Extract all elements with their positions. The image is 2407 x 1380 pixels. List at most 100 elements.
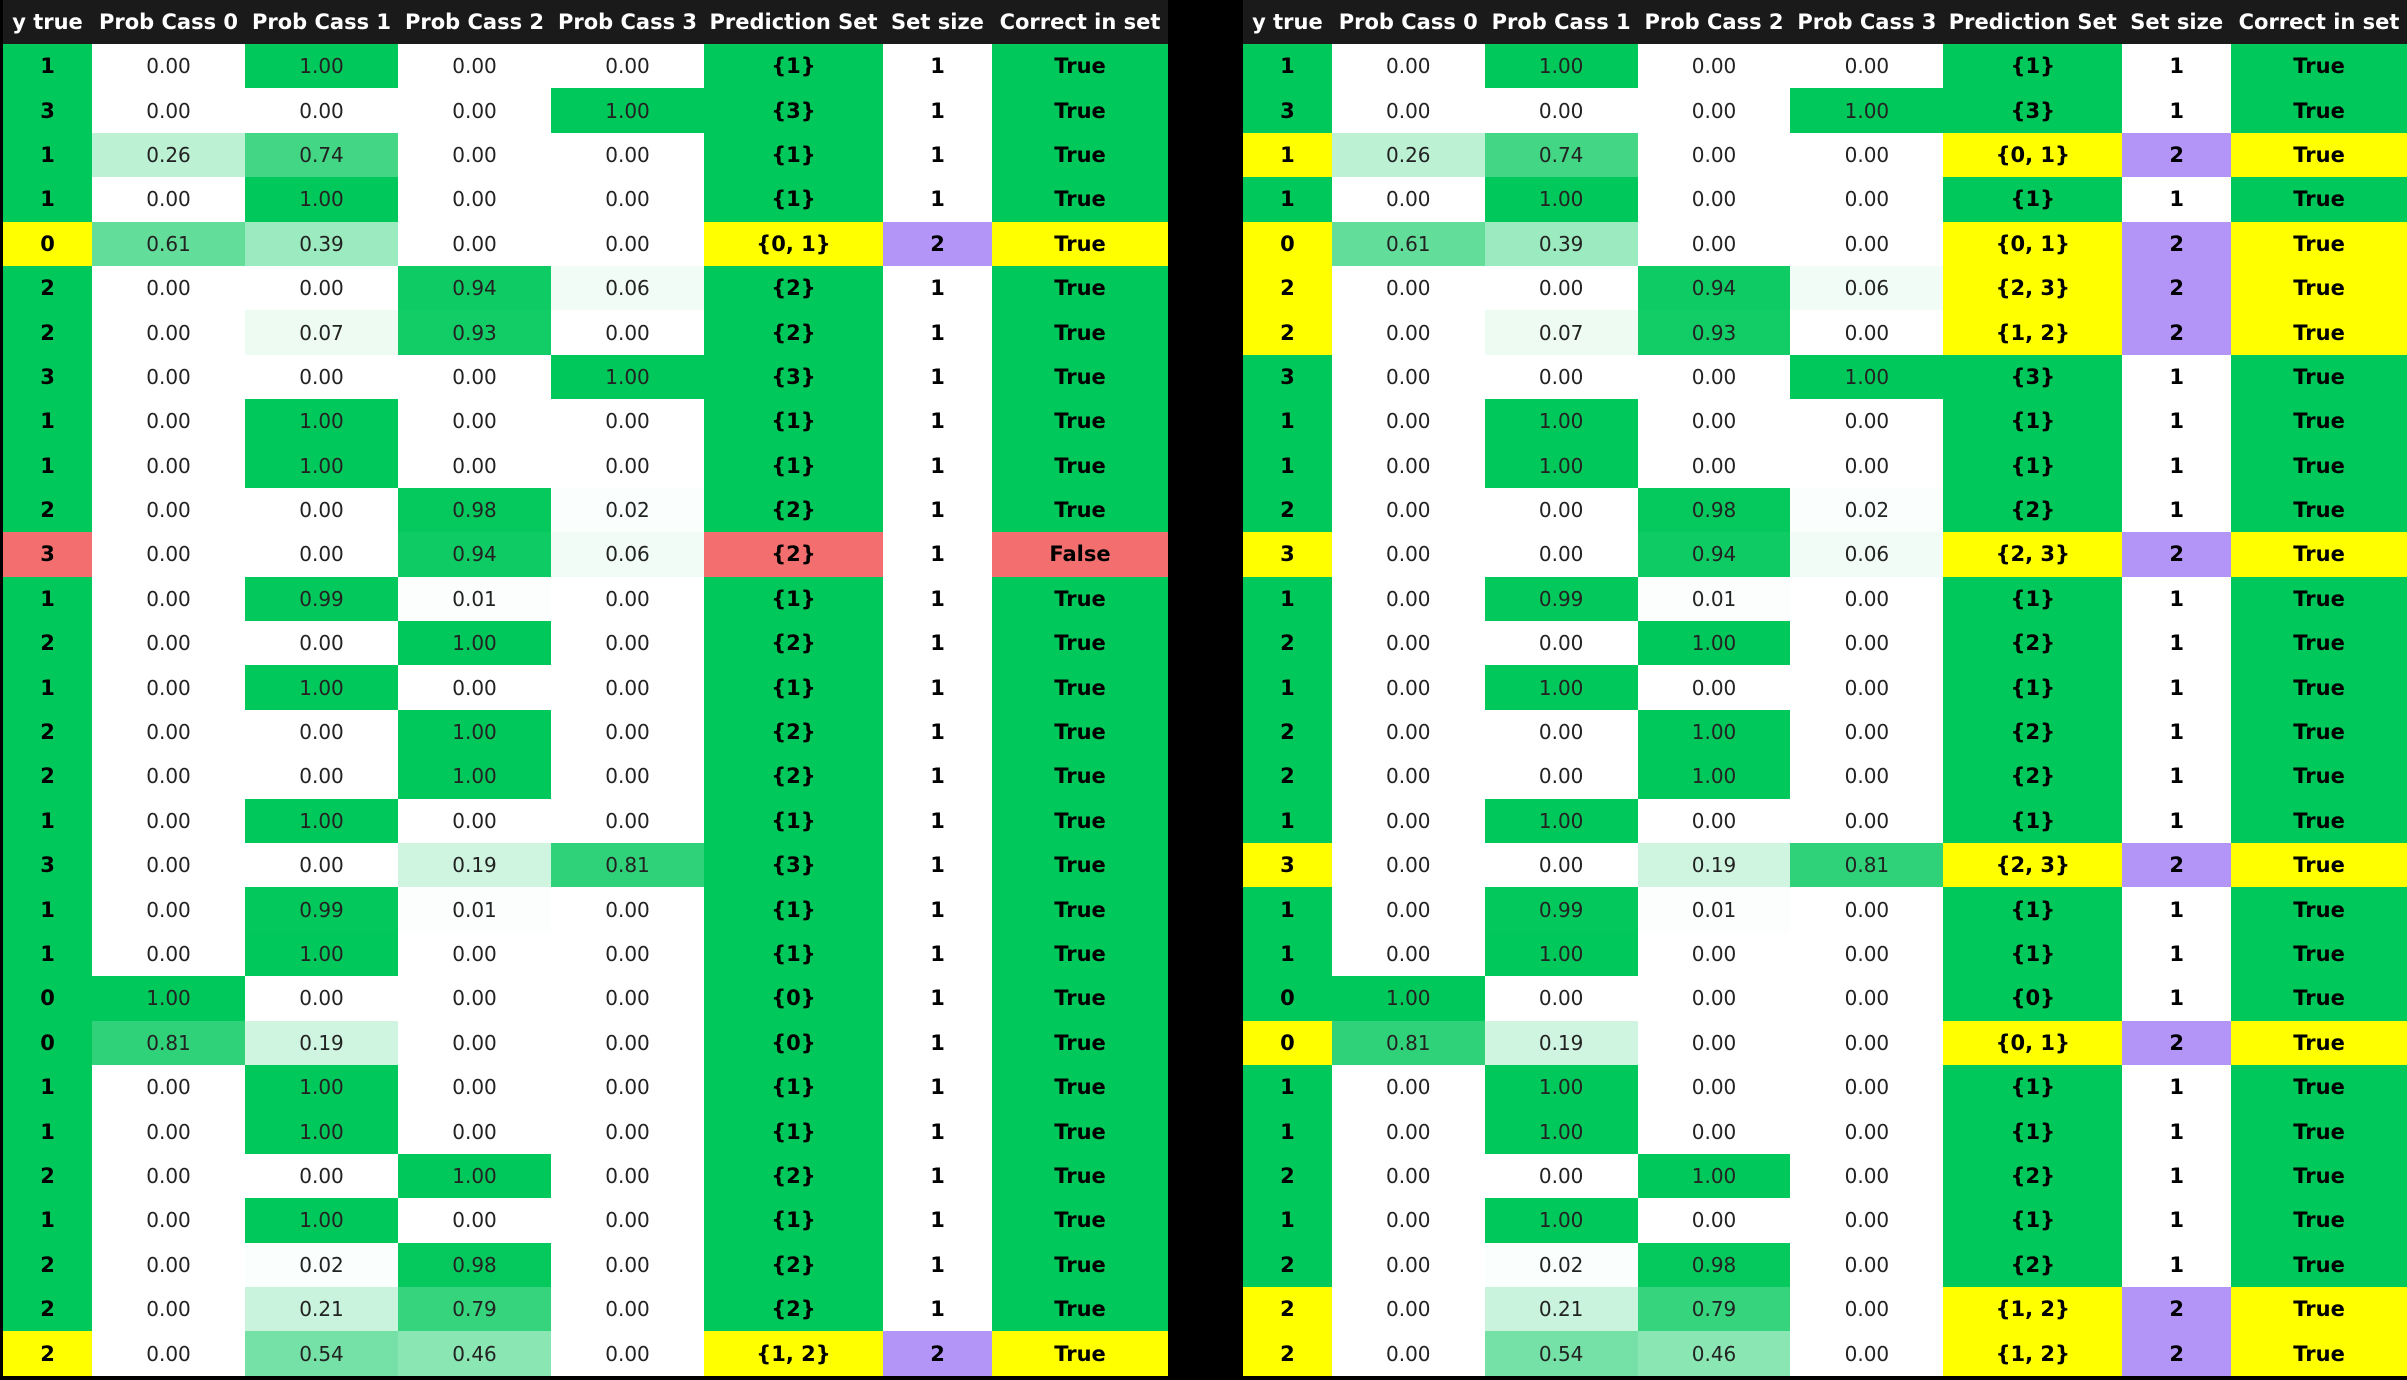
set-size-cell: 1: [2122, 1109, 2232, 1154]
prob-class-2-cell: 0.93: [1637, 310, 1791, 355]
set-size-cell: 1: [883, 44, 992, 89]
prob-class-1-cell: 1.00: [1484, 1109, 1638, 1154]
correct-in-set-cell: True: [2231, 44, 2407, 89]
set-size-cell: 1: [2122, 487, 2232, 533]
prob-class-1-cell: 1.00: [1484, 443, 1638, 488]
correct-in-set-cell: True: [992, 88, 1168, 133]
prediction-set-cell: {1}: [704, 443, 883, 488]
correct-in-set-cell: True: [992, 132, 1168, 178]
prob-class-1-cell: 1.00: [1484, 931, 1638, 977]
set-size-cell: 1: [883, 443, 992, 488]
prob-class-1-cell: 0.00: [245, 532, 398, 577]
right-prediction-table: y true Prob Cass 0 Prob Cass 1 Prob Cass…: [1243, 0, 2407, 1376]
prediction-set-cell: {1, 2}: [704, 1331, 883, 1376]
set-size-cell: 1: [2122, 798, 2232, 844]
prob-class-0-cell: 0.00: [92, 354, 245, 400]
table-row: 1 0.00 1.00 0.00 0.00 {1} 1 True: [3, 798, 1168, 844]
prob-class-0-cell: 0.00: [1331, 1153, 1485, 1199]
correct-in-set-cell: True: [2231, 177, 2407, 222]
prediction-set-cell: {3}: [1943, 88, 2123, 133]
prob-class-3-cell: 0.00: [1790, 976, 1944, 1021]
prob-class-0-cell: 0.00: [1331, 399, 1485, 444]
correct-in-set-cell: True: [992, 665, 1168, 710]
y-true-cell: 1: [1243, 665, 1332, 710]
prob-class-0-cell: 0.00: [1331, 1286, 1485, 1332]
prob-class-1-cell: 0.99: [245, 576, 398, 622]
prob-class-3-cell: 0.00: [1790, 443, 1944, 488]
header-row: y true Prob Cass 0 Prob Cass 1 Prob Cass…: [1243, 0, 2407, 44]
y-true-cell: 2: [3, 265, 92, 311]
prob-class-2-cell: 0.00: [398, 798, 551, 844]
table-row: 2 0.00 0.00 1.00 0.00 {2} 1 True: [1243, 621, 2407, 666]
header-row: y true Prob Cass 0 Prob Cass 1 Prob Cass…: [3, 0, 1168, 44]
table-row: 3 0.00 0.00 0.00 1.00 {3} 1 True: [3, 354, 1168, 400]
correct-in-set-cell: True: [992, 310, 1168, 355]
table-row: 3 0.00 0.00 0.19 0.81 {3} 1 True: [3, 843, 1168, 888]
set-size-cell: 1: [883, 576, 992, 622]
prob-class-1-cell: 0.54: [1484, 1331, 1638, 1376]
prob-class-1-cell: 0.00: [1484, 265, 1638, 311]
set-size-cell: 2: [2122, 843, 2232, 888]
set-size-cell: 2: [2122, 1020, 2232, 1065]
prob-class-0-cell: 0.00: [1331, 798, 1485, 844]
prediction-set-cell: {2}: [704, 310, 883, 355]
set-size-cell: 1: [883, 1198, 992, 1243]
prob-class-3-cell: 0.00: [1790, 887, 1944, 932]
prediction-set-cell: {1}: [704, 887, 883, 932]
table-row: 2 0.00 0.02 0.98 0.00 {2} 1 True: [1243, 1242, 2407, 1287]
y-true-cell: 1: [3, 399, 92, 444]
prob-class-1-cell: 0.00: [1484, 532, 1638, 577]
prob-class-3-cell: 0.00: [1790, 1286, 1944, 1332]
prob-class-2-cell: 0.00: [398, 132, 551, 178]
correct-in-set-cell: True: [992, 976, 1168, 1021]
prob-class-1-cell: 0.99: [245, 887, 398, 932]
prediction-set-cell: {1, 2}: [1943, 310, 2123, 355]
prob-class-3-cell: 0.02: [1790, 487, 1944, 533]
y-true-cell: 2: [3, 754, 92, 799]
y-true-cell: 1: [1243, 44, 1332, 89]
y-true-cell: 1: [1243, 1198, 1332, 1243]
set-size-cell: 1: [883, 1242, 992, 1287]
header-prediction-set: Prediction Set: [704, 0, 883, 44]
prob-class-0-cell: 0.00: [1331, 44, 1485, 89]
prob-class-1-cell: 1.00: [1484, 1064, 1638, 1110]
set-size-cell: 1: [2122, 976, 2232, 1021]
prob-class-0-cell: 0.00: [92, 88, 245, 133]
prob-class-1-cell: 0.02: [245, 1242, 398, 1287]
table-row: 0 0.81 0.19 0.00 0.00 {0} 1 True: [3, 1020, 1168, 1065]
y-true-cell: 1: [3, 665, 92, 710]
prob-class-1-cell: 1.00: [1484, 177, 1638, 222]
set-size-cell: 1: [883, 532, 992, 577]
prob-class-0-cell: 0.00: [1331, 576, 1485, 622]
prob-class-0-cell: 0.00: [92, 843, 245, 888]
prob-class-3-cell: 0.00: [1790, 1242, 1944, 1287]
table-row: 1 0.00 0.99 0.01 0.00 {1} 1 True: [1243, 887, 2407, 932]
table-row: 1 0.00 1.00 0.00 0.00 {1} 1 True: [3, 1064, 1168, 1110]
prob-class-3-cell: 0.00: [1790, 1020, 1944, 1065]
prob-class-1-cell: 0.00: [245, 487, 398, 533]
prob-class-0-cell: 0.00: [92, 44, 245, 89]
prediction-set-cell: {2}: [1943, 754, 2123, 799]
header-correct-in-set: Correct in set: [2231, 0, 2407, 44]
prob-class-0-cell: 0.00: [92, 399, 245, 444]
prob-class-3-cell: 0.00: [1790, 1331, 1944, 1376]
prob-class-0-cell: 0.00: [1331, 443, 1485, 488]
prob-class-3-cell: 0.00: [1790, 221, 1944, 266]
prob-class-0-cell: 0.00: [92, 798, 245, 844]
correct-in-set-cell: True: [992, 487, 1168, 533]
table-row: 1 0.00 1.00 0.00 0.00 {1} 1 True: [1243, 1109, 2407, 1154]
prob-class-3-cell: 0.81: [551, 843, 704, 888]
prob-class-1-cell: 1.00: [245, 44, 398, 89]
prob-class-0-cell: 0.00: [92, 265, 245, 311]
prob-class-2-cell: 0.00: [1637, 443, 1791, 488]
prob-class-0-cell: 0.00: [1331, 621, 1485, 666]
prob-class-0-cell: 0.00: [1331, 487, 1485, 533]
prob-class-0-cell: 0.00: [1331, 665, 1485, 710]
prediction-set-cell: {1}: [704, 665, 883, 710]
correct-in-set-cell: True: [992, 1064, 1168, 1110]
set-size-cell: 1: [2122, 1198, 2232, 1243]
prob-class-2-cell: 0.00: [398, 976, 551, 1021]
table-row: 1 0.00 1.00 0.00 0.00 {1} 1 True: [1243, 443, 2407, 488]
prob-class-2-cell: 0.00: [1637, 354, 1791, 400]
y-true-cell: 1: [1243, 887, 1332, 932]
